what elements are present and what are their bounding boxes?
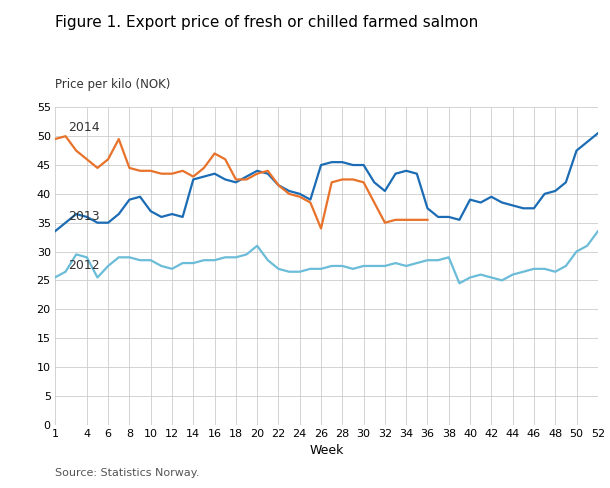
Text: Figure 1. Export price of fresh or chilled farmed salmon: Figure 1. Export price of fresh or chill…	[55, 15, 478, 30]
X-axis label: Week: Week	[309, 444, 343, 457]
Text: 2012: 2012	[68, 260, 99, 272]
Text: Price per kilo (NOK): Price per kilo (NOK)	[55, 78, 170, 91]
Text: Source: Statistics Norway.: Source: Statistics Norway.	[55, 468, 199, 478]
Text: 2013: 2013	[68, 210, 99, 224]
Text: 2014: 2014	[68, 121, 99, 134]
